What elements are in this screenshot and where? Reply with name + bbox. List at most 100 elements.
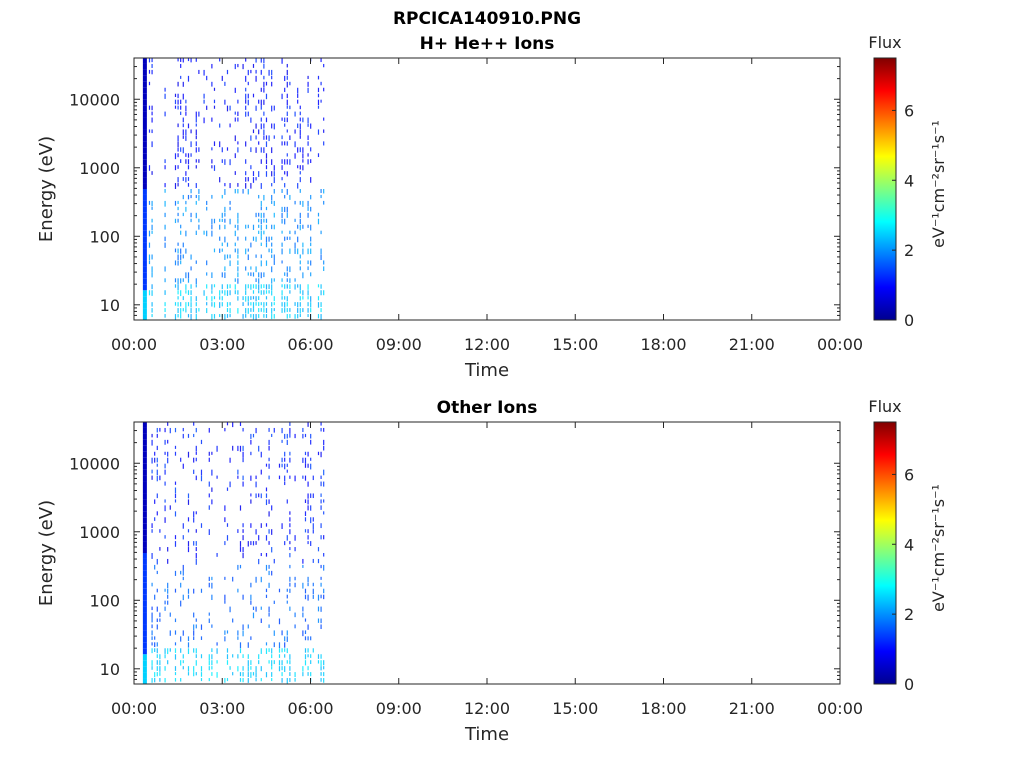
spectrogram-cell: [174, 451, 177, 456]
spectrogram-cell: [260, 576, 262, 583]
spectrogram-cell: [213, 105, 216, 109]
spectrogram-cell: [148, 242, 151, 248]
spectrogram-cell: [286, 314, 288, 319]
spectrogram-cell: [310, 457, 312, 461]
spectrogram-cell: [193, 469, 195, 474]
spectrogram-cell: [142, 284, 147, 291]
spectrogram-cell: [286, 678, 288, 684]
spectrogram-cell: [281, 93, 283, 100]
spectrogram-cell: [307, 117, 309, 124]
spectrogram-cell: [247, 666, 249, 672]
spectrogram-cell: [224, 505, 226, 511]
spectrogram-cell: [156, 433, 158, 438]
spectrogram-cell: [317, 606, 320, 612]
spectrogram-cell: [151, 553, 153, 559]
spectrogram-cell: [281, 666, 283, 671]
spectrogram-cell: [242, 624, 244, 630]
spectrogram-cell: [252, 129, 255, 134]
spectrogram-cell: [174, 248, 177, 253]
spectrogram-cell: [273, 165, 275, 171]
spectrogram-cell: [187, 547, 190, 553]
spectrogram-cell: [258, 445, 260, 452]
spectrogram-cell: [310, 236, 312, 242]
spectrogram-cell: [142, 171, 147, 178]
spectrogram-cell: [281, 141, 283, 146]
spectrogram-cell: [258, 296, 260, 300]
spectrogram-cell: [286, 278, 288, 282]
spectrogram-cell: [268, 612, 270, 617]
spectrogram-cell: [159, 618, 161, 622]
spectrogram-cell: [151, 606, 153, 611]
spectrogram-cell: [180, 600, 182, 607]
spectrogram-cell: [185, 272, 187, 279]
spectrogram-cell: [142, 75, 147, 82]
spectrogram-cell: [185, 302, 187, 308]
spectrogram-cell: [211, 272, 213, 279]
spectrogram-cell: [193, 517, 195, 523]
spectrogram-cell: [247, 69, 249, 76]
spectrogram-cell: [229, 159, 231, 166]
spectrogram-cell: [221, 242, 223, 247]
spectrogram-cell: [245, 266, 247, 271]
spectrogram-cell: [271, 75, 273, 80]
spectrogram-cell: [213, 284, 216, 288]
spectrogram-cell: [193, 624, 195, 631]
spectrogram-cell: [323, 511, 325, 515]
spectrogram-cell: [224, 427, 226, 432]
spectrogram-cell: [234, 248, 236, 253]
spectrogram-cell: [289, 541, 291, 545]
spectrogram-cell: [265, 296, 268, 300]
spectrogram-cell: [242, 189, 244, 194]
spectrogram-cell: [164, 505, 166, 512]
spectrogram-cell: [213, 87, 216, 91]
spectrogram-cell: [208, 451, 210, 456]
spectrogram-cell: [211, 648, 213, 653]
spectrogram-cell: [289, 654, 291, 660]
spectrogram-cell: [182, 254, 184, 259]
spectrogram-cell: [195, 553, 197, 559]
spectrogram-cell: [255, 58, 257, 63]
spectrogram-cell: [195, 117, 197, 123]
spectrogram-cell: [242, 314, 244, 319]
spectrogram-cell: [142, 159, 147, 166]
spectrogram-cell: [195, 159, 197, 163]
spectrogram-cell: [226, 648, 229, 653]
spectrogram-cell: [265, 236, 268, 243]
spectrogram-cell: [265, 284, 268, 290]
spectrogram-cell: [195, 445, 197, 452]
spectrogram-cell: [289, 81, 291, 86]
spectrogram-cell: [203, 93, 205, 99]
spectrogram-cell: [185, 284, 187, 290]
spectrogram-cell: [304, 648, 307, 653]
spectrogram-cell: [268, 290, 270, 294]
spectrogram-cell: [198, 218, 200, 223]
spectrogram-cell: [200, 475, 203, 482]
spectrogram-cell: [193, 588, 195, 594]
spectrogram-cell: [260, 290, 262, 295]
spectrogram-cell: [268, 582, 270, 588]
spectrogram-cell: [294, 535, 296, 541]
spectrogram-cell: [299, 189, 301, 193]
spectrogram-cell: [271, 678, 273, 682]
spectrogram-cell: [286, 648, 288, 654]
spectrogram-cell: [247, 189, 249, 195]
spectrogram-cell: [273, 600, 275, 604]
spectrogram-cell: [302, 666, 304, 672]
spectrogram-cell: [208, 457, 210, 462]
spectrogram-cell: [297, 123, 299, 129]
spectrogram-cell: [252, 308, 255, 312]
spectrogram-cell: [177, 314, 179, 318]
spectrogram-cell: [302, 224, 304, 229]
spectrogram-cell: [320, 81, 322, 86]
spectrogram-cell: [268, 475, 270, 480]
spectrogram-cell: [187, 451, 190, 458]
spectrogram-cell: [273, 302, 275, 306]
spectrogram-cell: [252, 606, 255, 611]
spectrogram-cell: [182, 81, 184, 87]
spectrogram-cell: [302, 153, 304, 159]
spectrogram-cell: [234, 230, 236, 237]
spectrogram-cell: [237, 248, 239, 254]
spectrogram-cell: [198, 194, 200, 201]
spectrogram-cell: [234, 87, 236, 93]
spectrogram-cell: [304, 630, 307, 635]
